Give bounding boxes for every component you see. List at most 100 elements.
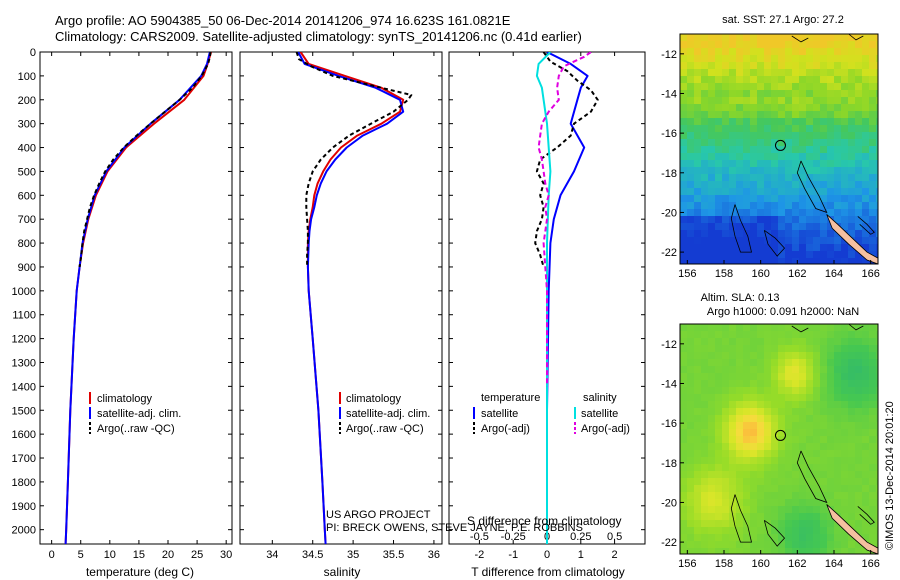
map-y-tick-label: -20 bbox=[661, 497, 677, 509]
map-cell bbox=[813, 548, 821, 555]
map-cell bbox=[708, 338, 716, 346]
map-cell bbox=[729, 237, 737, 245]
map-cell bbox=[729, 104, 737, 112]
map-cell bbox=[701, 373, 709, 381]
map-cell bbox=[680, 352, 688, 360]
map-cell bbox=[813, 366, 821, 374]
map-cell bbox=[862, 373, 870, 381]
map-cell bbox=[869, 195, 877, 203]
map-cell bbox=[841, 548, 849, 555]
map-cell bbox=[736, 527, 744, 535]
map-cell bbox=[764, 485, 772, 493]
map-cell bbox=[743, 499, 751, 507]
map-cell bbox=[736, 408, 744, 416]
map-cell bbox=[722, 415, 730, 423]
map-cell bbox=[785, 202, 793, 210]
map-cell bbox=[736, 513, 744, 521]
map-cell bbox=[736, 492, 744, 500]
map-cell bbox=[855, 139, 863, 147]
map-cell bbox=[820, 415, 828, 423]
map-cell bbox=[827, 223, 835, 231]
map-cell bbox=[722, 153, 730, 161]
map-cell bbox=[848, 436, 856, 444]
map-cell bbox=[799, 457, 807, 465]
map-cell bbox=[715, 387, 723, 395]
map-cell bbox=[750, 471, 758, 479]
map-cell bbox=[820, 230, 828, 238]
map-cell bbox=[722, 216, 730, 224]
map-cell bbox=[785, 331, 793, 339]
map-cell bbox=[722, 352, 730, 360]
map-cell bbox=[694, 125, 702, 133]
map-cell bbox=[869, 188, 877, 196]
map-cell bbox=[750, 251, 758, 259]
map-cell bbox=[736, 258, 744, 265]
map-cell bbox=[813, 139, 821, 147]
map-cell bbox=[869, 352, 877, 360]
map-cell bbox=[729, 181, 737, 189]
map-cell bbox=[785, 104, 793, 112]
map-cell bbox=[848, 188, 856, 196]
map-cell bbox=[855, 55, 863, 63]
map-cell bbox=[813, 443, 821, 451]
map-cell bbox=[701, 513, 709, 521]
map-cell bbox=[687, 41, 695, 49]
map-cell bbox=[778, 443, 786, 451]
map-cell bbox=[708, 258, 716, 265]
map-cell bbox=[715, 429, 723, 437]
map-cell bbox=[729, 534, 737, 542]
map-cell bbox=[771, 513, 779, 521]
map-cell bbox=[806, 478, 814, 486]
depth-tick-label: 700 bbox=[18, 214, 36, 226]
map-cell bbox=[680, 62, 688, 70]
map-cell bbox=[764, 139, 772, 147]
map-cell bbox=[792, 146, 800, 154]
map-cell bbox=[869, 492, 877, 500]
map-cell bbox=[869, 450, 877, 458]
map-cell bbox=[827, 90, 835, 98]
map-cell bbox=[785, 125, 793, 133]
map-cell bbox=[855, 195, 863, 203]
map-cell bbox=[820, 478, 828, 486]
map-cell bbox=[701, 97, 709, 105]
map-cell bbox=[792, 359, 800, 367]
map-cell bbox=[743, 513, 751, 521]
map-cell bbox=[827, 373, 835, 381]
map-cell bbox=[848, 443, 856, 451]
map-cell bbox=[820, 132, 828, 140]
map-cell bbox=[876, 76, 879, 84]
map-cell bbox=[757, 499, 765, 507]
map-cell bbox=[834, 499, 842, 507]
map-cell bbox=[722, 366, 730, 374]
map-cell bbox=[799, 527, 807, 535]
map-cell bbox=[841, 90, 849, 98]
map-cell bbox=[736, 195, 744, 203]
map-cell bbox=[841, 181, 849, 189]
map-cell bbox=[792, 499, 800, 507]
map-cell bbox=[813, 492, 821, 500]
legend-label: satellite-adj. clim. bbox=[346, 408, 430, 420]
map-cell bbox=[757, 251, 765, 259]
map-cell bbox=[855, 97, 863, 105]
map-cell bbox=[743, 216, 751, 224]
map-cell bbox=[841, 83, 849, 91]
map-cell bbox=[687, 62, 695, 70]
map-cell bbox=[799, 62, 807, 70]
map-cell bbox=[862, 118, 870, 126]
x-tick-label: 20 bbox=[162, 549, 174, 561]
map-cell bbox=[757, 541, 765, 549]
map-cell bbox=[694, 167, 702, 175]
map-cell bbox=[680, 258, 688, 265]
map-cell bbox=[757, 338, 765, 346]
map-cell bbox=[785, 62, 793, 70]
map-cell bbox=[764, 125, 772, 133]
map-cell bbox=[701, 258, 709, 265]
map-cell bbox=[876, 345, 879, 353]
map-cell bbox=[701, 244, 709, 252]
map-y-tick-label: -14 bbox=[661, 378, 677, 390]
map-cell bbox=[855, 422, 863, 430]
map-cell bbox=[841, 429, 849, 437]
map-cell bbox=[708, 181, 716, 189]
map-cell bbox=[708, 132, 716, 140]
map-cell bbox=[799, 331, 807, 339]
